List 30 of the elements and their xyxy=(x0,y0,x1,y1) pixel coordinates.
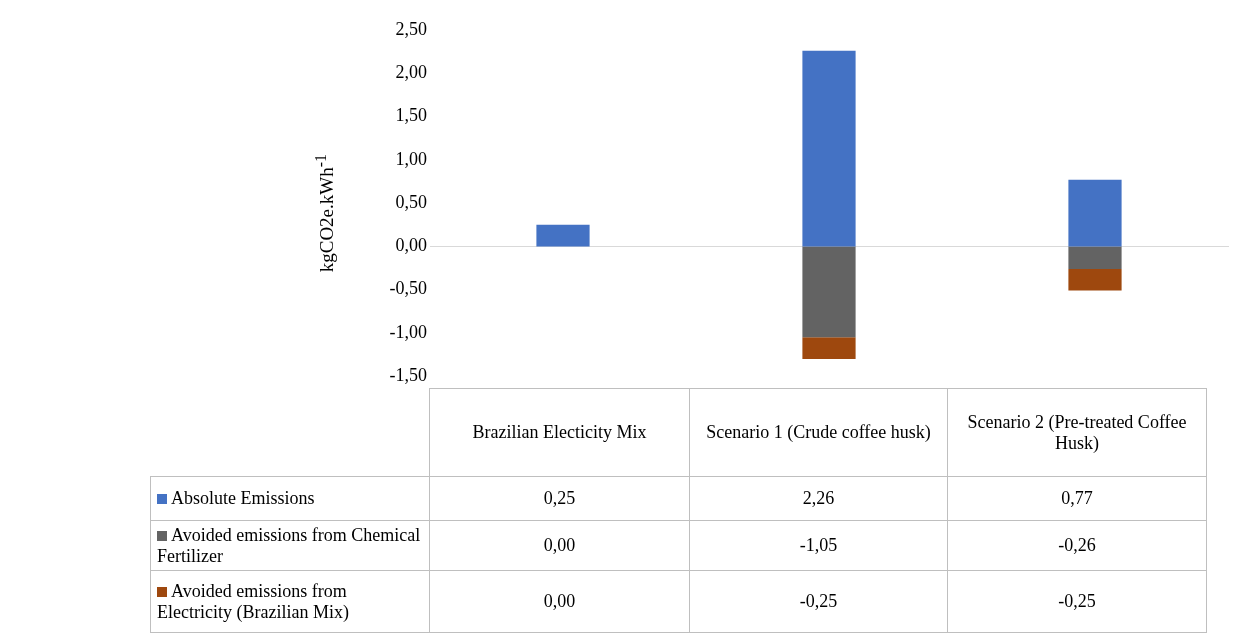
x-tick-label: Scenario 2 (Pre-treated Coffee Husk) xyxy=(947,388,1207,477)
data-label: -1,05 xyxy=(689,520,948,571)
bar xyxy=(802,337,856,359)
bar xyxy=(802,246,856,338)
legend-label: Avoided emissions from Chemical Fertilizer xyxy=(150,520,430,571)
bar xyxy=(802,50,856,247)
data-label: 0,00 xyxy=(429,520,690,571)
bar xyxy=(1068,179,1122,247)
data-label: 0,77 xyxy=(947,476,1207,521)
legend-label: Avoided emissions from Electricity (Brazilian Mix) xyxy=(150,570,430,633)
x-tick-label: Scenario 1 (Crude coffee husk) xyxy=(689,388,948,477)
bar xyxy=(536,224,590,247)
data-label: 0,25 xyxy=(429,476,690,521)
y-tick-label: -1,00 xyxy=(389,321,427,342)
y-tick-label: 2,00 xyxy=(395,62,427,83)
y-tick-label: 1,50 xyxy=(395,105,427,126)
bar xyxy=(1068,246,1122,269)
bar xyxy=(1068,268,1122,291)
y-tick-label: 2,50 xyxy=(395,18,427,39)
data-label: -0,25 xyxy=(947,570,1207,633)
y-tick-label: -1,50 xyxy=(389,364,427,385)
y-tick-label: 0,00 xyxy=(395,235,427,256)
data-label: 2,26 xyxy=(689,476,948,521)
data-label: -0,25 xyxy=(689,570,948,633)
data-label: -0,26 xyxy=(947,520,1207,571)
y-tick-label: -0,50 xyxy=(389,278,427,299)
x-tick-label: Brazilian Electicity Mix xyxy=(429,388,690,477)
y-tick-label: 0,50 xyxy=(395,191,427,212)
y-tick-label: 1,00 xyxy=(395,148,427,169)
legend-label: Absolute Emissions xyxy=(150,476,430,521)
